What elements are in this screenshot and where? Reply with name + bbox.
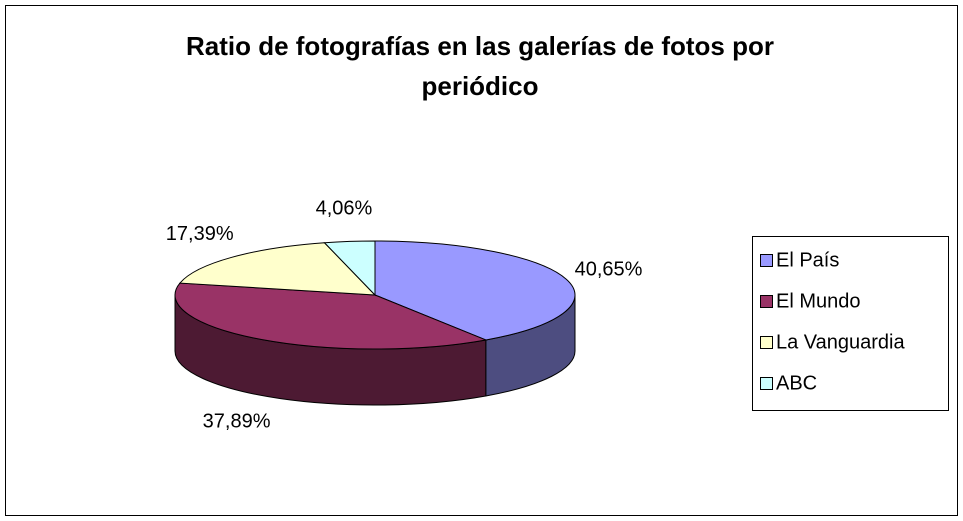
chart-title: Ratio de fotografías en las galerías de … <box>186 31 774 101</box>
pie-slice <box>178 242 377 296</box>
data-label: 17,39% <box>166 223 234 245</box>
legend-swatch <box>760 336 773 349</box>
pie-slice <box>323 240 376 297</box>
legend-box <box>752 236 949 411</box>
legend-label: La Vanguardia <box>776 331 906 353</box>
legend-swatch <box>760 295 773 308</box>
legend-label: El País <box>776 249 839 271</box>
legend-swatch <box>760 377 773 390</box>
legend-swatch <box>760 254 773 267</box>
pie-slice <box>174 282 488 350</box>
legend-label: El Mundo <box>776 290 861 312</box>
data-label: 4,06% <box>316 198 373 220</box>
data-label: 37,89% <box>203 410 271 432</box>
legend-label: ABC <box>776 372 817 394</box>
data-label: 40,65% <box>575 258 643 280</box>
